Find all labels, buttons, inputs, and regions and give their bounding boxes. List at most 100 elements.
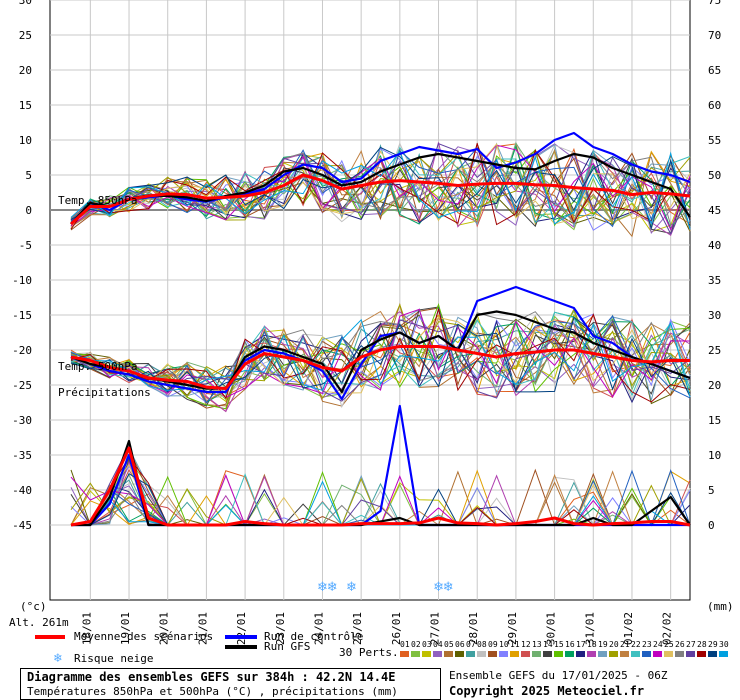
pert-swatch xyxy=(510,651,519,657)
x-tick-label: 20/01 xyxy=(158,612,171,645)
pert-label: 05 xyxy=(444,640,454,649)
snow-marker-icon: ❄ xyxy=(346,580,357,595)
pert-label: 19 xyxy=(598,640,608,649)
altitude-label: Alt. 261m xyxy=(9,616,69,629)
y-left-unit: (°c) xyxy=(20,600,47,613)
pert-swatch xyxy=(433,651,442,657)
pert-label: 25 xyxy=(664,640,674,649)
pert-swatch xyxy=(444,651,453,657)
pert-swatch xyxy=(708,651,717,657)
member-line-850 xyxy=(70,152,691,227)
y-right-tick: 35 xyxy=(708,274,721,287)
x-tick-label: 02/02 xyxy=(661,612,674,645)
pert-label: 02 xyxy=(411,640,421,649)
y-right-tick: 60 xyxy=(708,99,721,112)
pert-swatch xyxy=(477,651,486,657)
pert-label: 10 xyxy=(499,640,509,649)
pert-label: 14 xyxy=(543,640,553,649)
member-line-500 xyxy=(70,311,691,391)
pert-label: 29 xyxy=(708,640,718,649)
pert-label: 24 xyxy=(653,640,663,649)
legend-control-label: Run de contrôle xyxy=(264,630,364,643)
y-right-tick: 65 xyxy=(708,64,721,77)
y-right-unit: (mm) xyxy=(707,600,734,613)
copyright: Copyright 2025 Meteociel.fr xyxy=(449,684,645,698)
member-line-850 xyxy=(70,147,691,229)
y-right-tick: 15 xyxy=(708,414,721,427)
y-right-tick: 70 xyxy=(708,29,721,42)
y-left-tick: -30 xyxy=(12,414,32,427)
series-t500-line xyxy=(70,310,691,394)
pert-swatch xyxy=(411,651,420,657)
t850-annotation: Temp. 850hPa xyxy=(58,194,137,207)
x-tick-label: 26/01 xyxy=(390,612,403,645)
pert-label: 21 xyxy=(620,640,630,649)
pert-label: 04 xyxy=(433,640,443,649)
legend-gfs-swatch xyxy=(225,645,257,649)
pert-swatch xyxy=(664,651,673,657)
y-right-tick: 45 xyxy=(708,204,721,217)
y-right-tick: 5 xyxy=(708,484,715,497)
pert-label: 16 xyxy=(565,640,575,649)
pert-label: 06 xyxy=(455,640,465,649)
pert-label: 20 xyxy=(609,640,619,649)
precip-annotation: Précipitations xyxy=(58,386,151,399)
member-line-850 xyxy=(70,150,691,227)
snow-icon: ❄ xyxy=(54,651,62,666)
pert-label: 11 xyxy=(510,640,520,649)
member-line-850 xyxy=(70,146,691,224)
pert-label: 03 xyxy=(422,640,432,649)
pert-swatch xyxy=(598,651,607,657)
pert-swatch xyxy=(455,651,464,657)
pert-label: 18 xyxy=(587,640,597,649)
y-left-tick: -35 xyxy=(12,449,32,462)
x-tick-label: 30/01 xyxy=(545,612,558,645)
member-line-500 xyxy=(70,319,691,404)
pert-label: 28 xyxy=(697,640,707,649)
pert-swatch xyxy=(466,651,475,657)
y-left-tick: -20 xyxy=(12,344,32,357)
member-line-precip xyxy=(71,474,691,526)
y-left-tick: -25 xyxy=(12,379,32,392)
series-t850-line xyxy=(69,173,691,226)
legend-gfs-label: Run GFS xyxy=(264,640,311,653)
pert-swatch xyxy=(422,651,431,657)
pert-swatch xyxy=(609,651,618,657)
y-left-tick: 15 xyxy=(19,99,32,112)
y-left-tick: -45 xyxy=(12,519,32,532)
pert-label: 23 xyxy=(642,640,652,649)
x-tick-label: 31/01 xyxy=(583,612,596,645)
y-left-tick: -10 xyxy=(12,274,32,287)
pert-swatch xyxy=(554,651,563,657)
pert-label: 01 xyxy=(400,640,410,649)
x-tick-label: 18/01 xyxy=(80,612,93,645)
chart-subtitle: Températures 850hPa et 500hPa (°C) , pré… xyxy=(27,685,398,698)
x-tick-label: 21/01 xyxy=(196,612,209,645)
y-right-tick: 55 xyxy=(708,134,721,147)
legend-snow-label: Risque neige xyxy=(74,652,154,665)
y-right-tick: 0 xyxy=(708,519,715,532)
snow-marker-icon: ❄ xyxy=(317,580,328,595)
member-line-500 xyxy=(70,317,691,413)
pert-swatch xyxy=(400,651,409,657)
legend-perts-label: 30 Perts. xyxy=(339,646,399,659)
y-left-tick: -5 xyxy=(19,239,32,252)
pert-swatch xyxy=(543,651,552,657)
series-t500-line xyxy=(70,285,691,401)
pert-swatch xyxy=(631,651,640,657)
member-line-850 xyxy=(70,146,691,230)
chart-title: Diagramme des ensembles GEFS sur 384h : … xyxy=(27,670,396,684)
pert-label: 26 xyxy=(675,640,685,649)
pert-label: 30 xyxy=(719,640,729,649)
snow-marker-icon: ❄ xyxy=(433,580,444,595)
pert-swatch xyxy=(653,651,662,657)
x-tick-label: 24/01 xyxy=(312,612,325,645)
pert-swatch xyxy=(521,651,530,657)
series-t500-line xyxy=(70,345,690,390)
x-tick-label: 29/01 xyxy=(506,612,519,645)
legend-mean-label: Moyenne des scénarios xyxy=(74,630,214,643)
y-right-tick: 40 xyxy=(708,239,721,252)
pert-swatch xyxy=(697,651,706,657)
pert-swatch xyxy=(576,651,585,657)
y-left-tick: 30 xyxy=(19,0,32,7)
